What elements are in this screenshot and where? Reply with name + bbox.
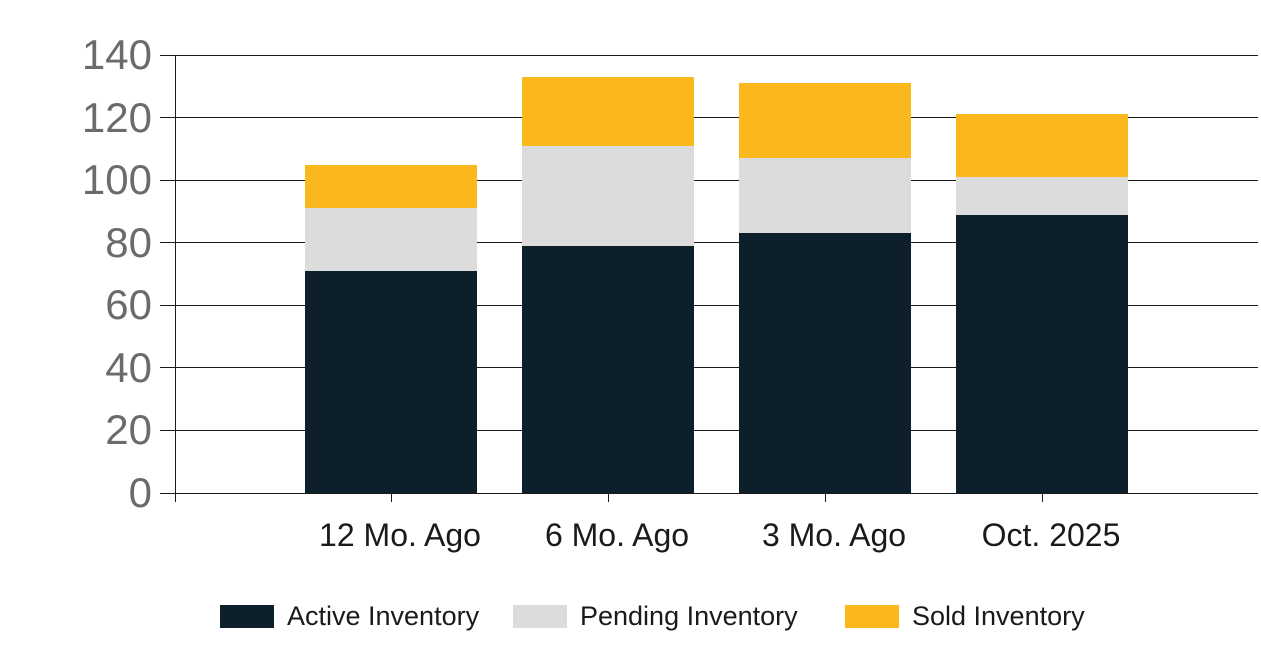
- bar-segment-pending-inventory: [739, 158, 911, 234]
- x-axis-tick: [1042, 493, 1043, 502]
- x-axis-tick: [608, 493, 609, 502]
- x-tick-label: 3 Mo. Ago: [761, 517, 907, 553]
- y-tick-label: 80: [105, 218, 152, 266]
- bar-segment-active-inventory: [305, 270, 477, 493]
- x-axis-tick: [825, 493, 826, 502]
- bar-stack-3-mo-ago: [739, 83, 911, 493]
- bar-stack-6-mo-ago: [522, 76, 694, 493]
- gridline-y-60: [160, 304, 1258, 306]
- bar-segment-active-inventory: [956, 214, 1128, 493]
- gridline-y-140: [160, 54, 1258, 56]
- bar-stack-oct-2025: [956, 114, 1128, 493]
- bar-segment-pending-inventory: [956, 177, 1128, 215]
- legend-label: Active Inventory: [287, 601, 480, 631]
- bar-segment-sold-inventory: [956, 114, 1128, 178]
- gridline-y-0: [160, 492, 1258, 494]
- y-tick-label: 60: [105, 281, 152, 329]
- y-axis-line: [175, 55, 176, 502]
- legend-item-pending-inventory: Pending Inventory: [513, 603, 798, 630]
- bar-segment-pending-inventory: [522, 145, 694, 246]
- legend-swatch-icon: [513, 605, 567, 628]
- x-tick-label: Oct. 2025: [981, 517, 1121, 553]
- y-tick-label: 0: [128, 469, 152, 516]
- gridline-y-80: [160, 242, 1258, 244]
- y-tick-label: 100: [81, 156, 152, 204]
- bar-segment-active-inventory: [739, 233, 911, 493]
- gridline-y-120: [160, 117, 1258, 119]
- legend-swatch-icon: [845, 605, 899, 628]
- legend-label: Pending Inventory: [580, 601, 798, 631]
- y-tick-label: 40: [105, 343, 152, 391]
- y-tick-label: 140: [81, 31, 152, 78]
- bar-segment-sold-inventory: [305, 164, 477, 209]
- legend-swatch-icon: [220, 605, 274, 628]
- y-tick-label: 120: [81, 93, 152, 141]
- gridline-y-20: [160, 429, 1258, 431]
- legend-item-sold-inventory: Sold Inventory: [845, 603, 1085, 630]
- x-axis-tick: [391, 493, 392, 502]
- bar-stack-12-mo-ago: [305, 164, 477, 493]
- legend-item-active-inventory: Active Inventory: [220, 603, 479, 630]
- legend-label: Sold Inventory: [912, 601, 1085, 631]
- bar-segment-sold-inventory: [739, 83, 911, 159]
- gridline-y-40: [160, 367, 1258, 369]
- bar-segment-sold-inventory: [522, 76, 694, 146]
- gridline-y-100: [160, 179, 1258, 181]
- bar-segment-pending-inventory: [305, 208, 477, 271]
- x-tick-label: 12 Mo. Ago: [319, 517, 481, 553]
- x-tick-label: 6 Mo. Ago: [544, 517, 690, 553]
- y-tick-label: 20: [105, 406, 152, 454]
- bar-segment-active-inventory: [522, 245, 694, 493]
